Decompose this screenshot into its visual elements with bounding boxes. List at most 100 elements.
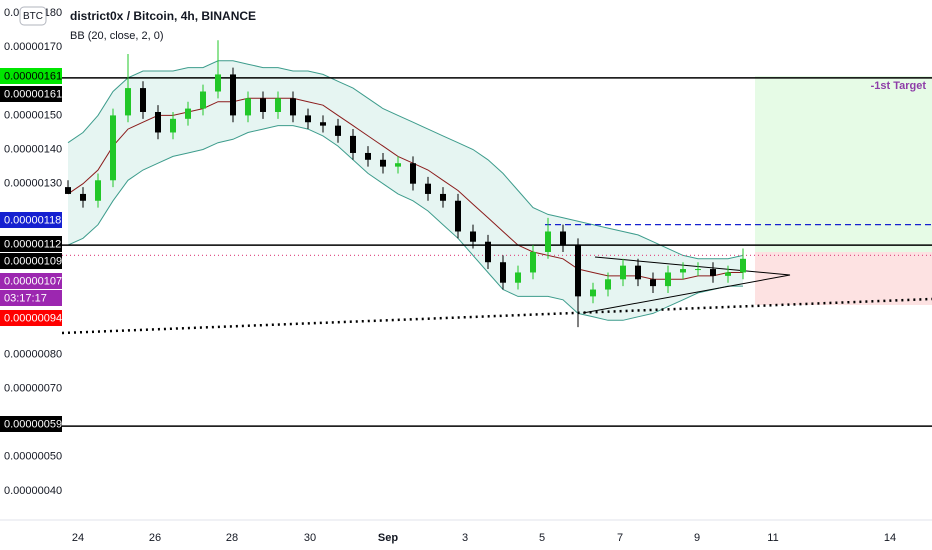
triangle-pattern xyxy=(582,256,791,314)
candle-body xyxy=(440,193,446,201)
currency-label: BTC xyxy=(23,11,43,22)
price-tag xyxy=(0,310,62,326)
price-tag-label: 0.00000112 xyxy=(4,238,61,250)
candle-body xyxy=(665,272,671,287)
indicator-label: BB (20, close, 2, 0) xyxy=(70,30,164,42)
target-zone xyxy=(755,76,932,252)
candle-body xyxy=(530,251,536,273)
x-tick-label: 28 xyxy=(226,532,238,544)
band-basis xyxy=(67,97,743,280)
x-tick-label: 3 xyxy=(462,532,468,544)
band-fill xyxy=(68,60,743,321)
countdown-tag xyxy=(0,290,62,306)
candle-body xyxy=(695,269,701,271)
candle-body xyxy=(125,88,131,116)
candle-body xyxy=(290,98,296,116)
candle-body xyxy=(365,152,371,160)
bollinger-bands xyxy=(67,60,744,321)
candle-body xyxy=(380,159,386,167)
candle-body xyxy=(95,180,101,201)
candle-body xyxy=(155,111,161,133)
price-tag-label: 0.00000109 xyxy=(4,255,62,267)
candle-body xyxy=(410,163,416,184)
candle-body xyxy=(710,269,716,276)
candle-body xyxy=(395,163,401,167)
band-lower xyxy=(67,125,743,321)
candle-body xyxy=(725,272,731,276)
price-tag-label: 0.00000107 xyxy=(4,275,62,287)
price-tag-label: 0.00000094 xyxy=(4,312,62,324)
price-tags: 0.00000161 0.00000161 0.00000118 0.00000112… xyxy=(0,68,62,432)
x-tick-label: 7 xyxy=(617,532,623,544)
x-tick-label: 14 xyxy=(884,532,896,544)
price-tag xyxy=(0,236,62,252)
candle-body xyxy=(350,135,356,153)
chart-title: district0x / Bitcoin, 4h, BINANCE xyxy=(70,9,256,23)
price-tag xyxy=(0,253,62,269)
candle-body xyxy=(425,183,431,194)
candle-body xyxy=(620,265,626,280)
price-tag xyxy=(0,86,62,102)
trendline xyxy=(61,297,932,335)
countdown-label: 03:17:17 xyxy=(4,292,47,304)
candle-body xyxy=(500,262,506,283)
price-tag xyxy=(0,273,62,289)
candle-body xyxy=(305,115,311,123)
price-tag-label: 0.00000059 xyxy=(4,418,62,430)
y-tick-label: 0.00000140 xyxy=(4,143,62,155)
x-tick-label: 5 xyxy=(539,532,545,544)
candle-body xyxy=(230,74,236,116)
price-tag-label: 0.00000118 xyxy=(4,214,61,226)
x-tick-label: 24 xyxy=(72,532,84,544)
candle-body xyxy=(515,272,521,283)
candle-body xyxy=(575,245,581,297)
candle-body xyxy=(200,91,206,109)
candle-body xyxy=(110,115,116,181)
x-tick-label: 11 xyxy=(767,532,778,544)
candle-body xyxy=(545,231,551,252)
target-label: -1st Target xyxy=(871,80,927,92)
candle-body xyxy=(635,265,641,280)
y-tick-label: 0.00000040 xyxy=(4,485,62,497)
candle-body xyxy=(320,122,326,126)
candle-body xyxy=(680,269,686,273)
candle-body xyxy=(455,200,461,232)
x-tick-label: Sep xyxy=(378,532,398,544)
candle-body xyxy=(740,258,746,273)
candle-body xyxy=(170,118,176,133)
price-tag xyxy=(0,212,62,228)
candle-body xyxy=(140,88,146,112)
y-tick-label: 0.00000080 xyxy=(4,348,62,360)
band-upper xyxy=(67,60,744,260)
candle-body xyxy=(560,231,566,246)
price-tag-label: 0.00000161 xyxy=(4,88,62,100)
stop-zone xyxy=(755,252,932,305)
price-tag-label: 0.00000161 xyxy=(4,70,62,82)
y-tick-label: 0.00000170 xyxy=(4,41,62,53)
candle-body xyxy=(335,125,341,136)
candle-body xyxy=(260,98,266,112)
x-tick-label: 30 xyxy=(304,532,316,544)
x-tick-label: 26 xyxy=(149,532,161,544)
candle-body xyxy=(605,279,611,290)
x-tick-label: 9 xyxy=(694,532,700,544)
candles xyxy=(65,40,746,328)
levels xyxy=(62,77,932,427)
candle-body xyxy=(215,74,221,92)
candle-body xyxy=(185,108,191,119)
y-tick-label: 0.00000130 xyxy=(4,178,62,190)
candle-body xyxy=(275,98,281,112)
y-tick-label: 0.00000150 xyxy=(4,109,62,121)
y-tick-label: 0.00000070 xyxy=(4,382,62,394)
price-tag xyxy=(0,416,62,432)
candle-body xyxy=(245,98,251,116)
candle-body xyxy=(65,187,71,194)
candle-body xyxy=(80,193,86,201)
candle-body xyxy=(650,279,656,287)
candle-body xyxy=(470,231,476,242)
currency-badge xyxy=(19,6,47,26)
candle-body xyxy=(485,241,491,263)
y-tick-label: 0.00000050 xyxy=(4,451,62,463)
candle-body xyxy=(590,289,596,297)
